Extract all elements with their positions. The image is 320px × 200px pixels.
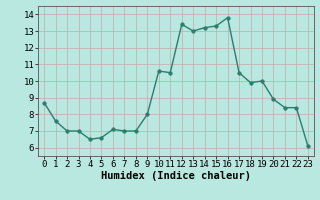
- X-axis label: Humidex (Indice chaleur): Humidex (Indice chaleur): [101, 171, 251, 181]
